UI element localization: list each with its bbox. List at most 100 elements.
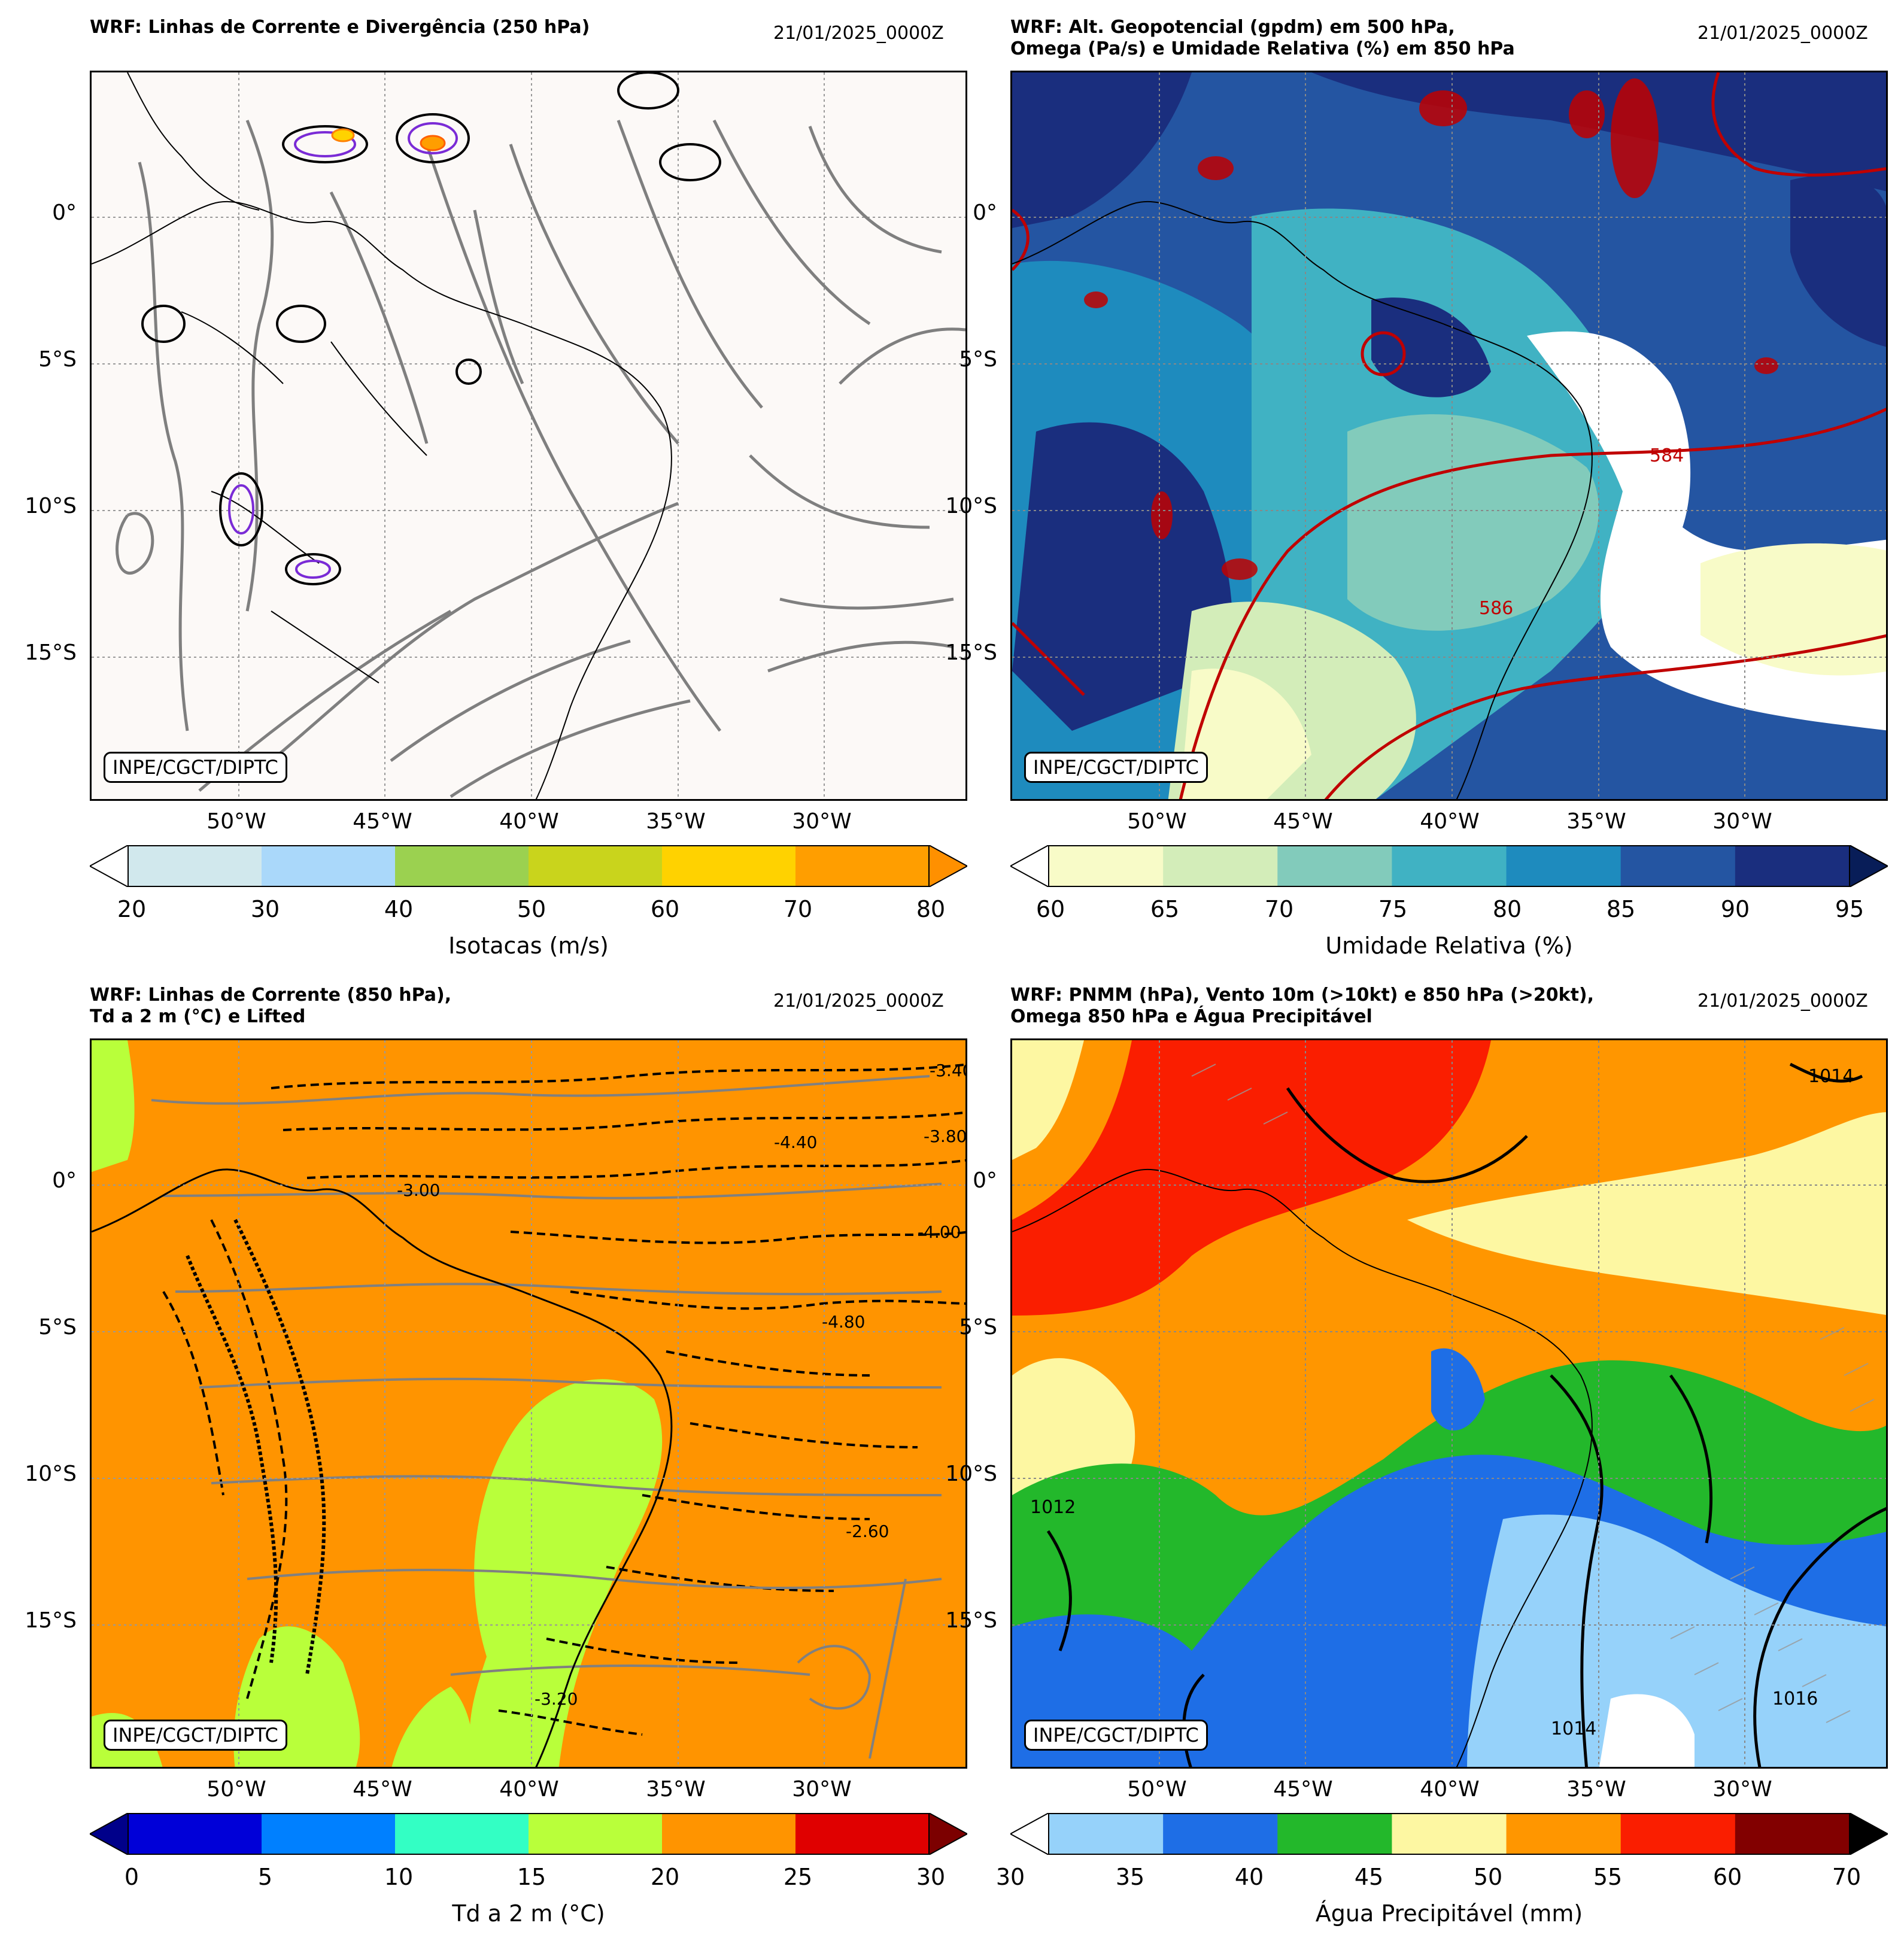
colorbar-segment	[395, 1813, 529, 1855]
colorbar-over-arrow	[928, 845, 967, 887]
lon-label-40w: 40°W	[1420, 809, 1480, 834]
lon-label-35w: 35°W	[646, 809, 706, 834]
colorbar-segment	[1049, 1813, 1164, 1855]
graticule	[92, 72, 965, 799]
colorbar-segment	[662, 845, 796, 887]
lat-label-15s: 15°S	[945, 640, 997, 665]
colorbar-tick: 20	[117, 896, 147, 922]
contour-labels: -3.40 -3.80 -4.00 -3.00 -4.40 -4.80 -2.6…	[397, 1061, 967, 1709]
colorbar-tick: 35	[1115, 1864, 1145, 1890]
colorbar-segment	[1506, 845, 1621, 887]
colorbar-tick: 25	[783, 1864, 813, 1890]
panel-title: WRF: Linhas de Corrente (850 hPa), Td a …	[90, 985, 452, 1027]
lon-label-50w: 50°W	[1127, 809, 1187, 834]
lon-label-40w: 40°W	[1420, 1777, 1480, 1802]
colorbar-over-arrow	[1849, 845, 1888, 887]
contour-label: -4.00	[918, 1222, 961, 1242]
pressure-isobars	[1046, 1062, 1886, 1767]
colorbar-tick: 40	[1234, 1864, 1264, 1890]
colorbar-segment	[1735, 845, 1850, 887]
colorbar-label: Isotacas (m/s)	[448, 933, 609, 959]
contour-label: -3.40	[930, 1061, 967, 1080]
credit-label: INPE/CGCT/DIPTC	[1024, 1720, 1208, 1751]
colorbar-svg	[90, 845, 967, 887]
coastline	[92, 1168, 673, 1767]
colorbar-over-arrow	[928, 1813, 967, 1855]
lat-label-0: 0°	[52, 1168, 77, 1193]
lat-label-15s: 15°S	[25, 1608, 77, 1633]
lon-label-50w: 50°W	[207, 1777, 266, 1802]
map-area: -3.40 -3.80 -4.00 -3.00 -4.40 -4.80 -2.6…	[90, 1038, 967, 1769]
map-area: 1014 1012 1016 1014 INPE/CGCT/DIPTC	[1010, 1038, 1888, 1769]
colorbar-tick: 15	[517, 1864, 546, 1890]
panel-date: 21/01/2025_0000Z	[1697, 23, 1868, 44]
colorbar-tick: 70	[1264, 896, 1294, 922]
colorbar-label: Td a 2 m (°C)	[452, 1900, 605, 1927]
contour-labels: 1014 1012 1016 1014	[1030, 1066, 1854, 1739]
colorbar-tick: 75	[1378, 896, 1408, 922]
colorbar-tick: 30	[916, 1864, 946, 1890]
colorbar-segment	[1392, 1813, 1507, 1855]
colorbar-svg	[90, 1813, 967, 1855]
contour-label: 1014	[1551, 1718, 1596, 1739]
colorbar-svg	[1010, 1813, 1888, 1855]
contour-label: 1012	[1030, 1497, 1076, 1518]
contour-label: -2.60	[846, 1521, 889, 1541]
colorbar-label: Água Precipitável (mm)	[1315, 1900, 1583, 1927]
panel-date: 21/01/2025_0000Z	[773, 23, 944, 44]
colorbar-tick: 30	[250, 896, 280, 922]
lat-label-15s: 15°S	[25, 640, 77, 665]
lat-label-5s: 5°S	[38, 347, 77, 372]
credit-label: INPE/CGCT/DIPTC	[104, 1720, 287, 1751]
lon-label-40w: 40°W	[499, 1777, 559, 1802]
lon-label-45w: 45°W	[353, 1777, 412, 1802]
colorbar-segment	[1163, 1813, 1278, 1855]
streamlines	[151, 1075, 942, 1759]
coastline	[92, 72, 672, 799]
colorbar-tick: 70	[1832, 1864, 1862, 1890]
colorbar-tick: 55	[1593, 1864, 1623, 1890]
wind-barbs	[1191, 1064, 1875, 1723]
map-graphics: 1014 1012 1016 1014	[1012, 1040, 1886, 1767]
lat-label-10s: 10°S	[25, 1462, 77, 1486]
colorbar-tick: 60	[1035, 896, 1065, 922]
graticule	[92, 1040, 965, 1767]
colorbar-frame	[1048, 845, 1850, 887]
colorbar-under-arrow	[90, 1813, 129, 1855]
lat-label-5s: 5°S	[38, 1315, 77, 1340]
colorbar-segment	[1506, 1813, 1621, 1855]
colorbar-tick: 60	[650, 896, 680, 922]
isotach-blobs	[141, 72, 721, 585]
colorbar-tick: 50	[1473, 1864, 1503, 1890]
colorbar-segment	[1163, 845, 1278, 887]
colorbar-frame	[127, 1813, 930, 1855]
credit-label: INPE/CGCT/DIPTC	[1024, 752, 1208, 783]
colorbar-tick: 45	[1354, 1864, 1384, 1890]
credit-label: INPE/CGCT/DIPTC	[104, 752, 287, 783]
colorbar-segment	[795, 845, 930, 887]
lat-label-10s: 10°S	[945, 1462, 997, 1486]
colorbar-svg	[1010, 845, 1888, 887]
dense-contours	[186, 1219, 326, 1675]
lon-label-30w: 30°W	[1712, 809, 1772, 834]
colorbar-tick: 60	[1712, 1864, 1742, 1890]
lon-label-45w: 45°W	[353, 809, 412, 834]
colorbar	[1010, 845, 1888, 887]
lat-label-0: 0°	[52, 201, 77, 225]
colorbar-segment	[529, 1813, 663, 1855]
colorbar	[1010, 1813, 1888, 1855]
lat-label-15s: 15°S	[945, 1608, 997, 1633]
colorbar-segment	[1735, 1813, 1850, 1855]
colorbar-tick: 95	[1835, 896, 1864, 922]
panel-title: WRF: Linhas de Corrente e Divergência (2…	[90, 17, 590, 38]
colorbar-segment	[1392, 845, 1507, 887]
lat-label-5s: 5°S	[959, 1315, 997, 1340]
lon-label-40w: 40°W	[499, 809, 559, 834]
colorbar-segment	[1620, 845, 1736, 887]
contour-label: -4.40	[774, 1132, 817, 1152]
panel-date: 21/01/2025_0000Z	[773, 991, 944, 1012]
streamlines	[116, 119, 965, 798]
panel-title: WRF: Alt. Geopotencial (gpdm) em 500 hPa…	[1010, 17, 1515, 59]
contour-label: 1016	[1772, 1688, 1818, 1709]
colorbar-tick: 10	[384, 1864, 414, 1890]
